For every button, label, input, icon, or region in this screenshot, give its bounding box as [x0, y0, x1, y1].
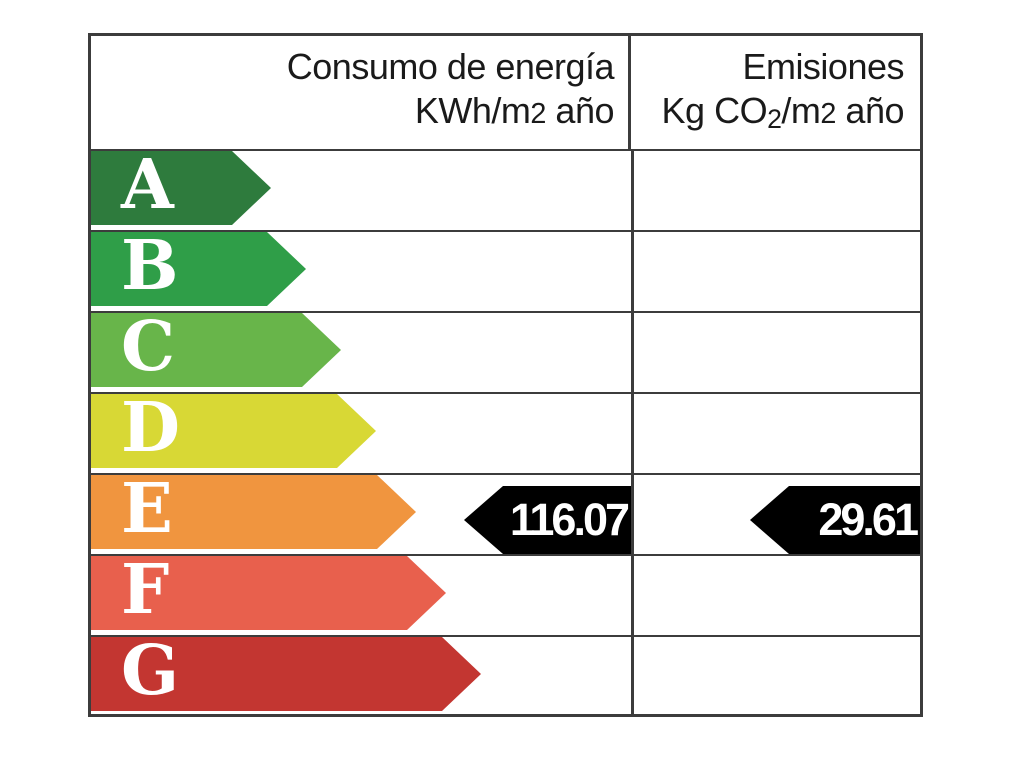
rating-band-g: G [91, 637, 481, 711]
rating-letter-g: G [121, 631, 180, 711]
header-consumo: Consumo de energía KWh/m2 año [91, 36, 631, 149]
rating-letter-b: B [121, 226, 179, 306]
consumo-value: 116.07 [509, 494, 630, 545]
emisiones-value-marker: 29.61 [750, 486, 920, 554]
rating-cell-d: D [91, 394, 634, 473]
rating-row-a: A [91, 151, 920, 232]
rating-letter-f: F [121, 550, 170, 630]
consumo-value-marker: 116.07 [464, 486, 631, 554]
emisiones-value: 29.61 [818, 494, 919, 545]
rating-cell-a: A [91, 151, 634, 230]
rating-row-d: D [91, 394, 920, 475]
rating-cell-g: G [91, 637, 634, 714]
emissions-cell-b [634, 232, 920, 311]
emissions-cell-f [634, 556, 920, 635]
header-consumo-line1: Consumo de energía [286, 46, 615, 87]
rating-cell-c: C [91, 313, 634, 392]
emissions-cell-c [634, 313, 920, 392]
rating-band-d: D [91, 394, 376, 468]
rating-row-e: E 116.07 29.61 [91, 475, 920, 556]
header-emisiones-line2: Kg CO2/m2 año [661, 90, 905, 134]
emissions-cell-g [634, 637, 920, 714]
emissions-cell-d [634, 394, 920, 473]
header-consumo-line2: KWh/m2 año [414, 90, 615, 131]
rating-letter-a: A [121, 145, 174, 225]
rating-band-e: E [91, 475, 416, 549]
rating-band-a: A [91, 151, 271, 225]
rating-row-b: B [91, 232, 920, 313]
rating-row-g: G [91, 637, 920, 714]
table-header: Consumo de energía KWh/m2 año Emisiones … [91, 36, 920, 151]
rating-letter-e: E [121, 469, 173, 549]
rating-band-c: C [91, 313, 341, 387]
emissions-cell-e: 29.61 [634, 475, 920, 554]
rating-cell-b: B [91, 232, 634, 311]
rating-row-c: C [91, 313, 920, 394]
emissions-cell-a [634, 151, 920, 230]
rating-cell-e: E 116.07 [91, 475, 634, 554]
rating-band-b: B [91, 232, 306, 306]
rating-letter-d: D [121, 388, 180, 468]
rating-band-f: F [91, 556, 446, 630]
rating-table: Consumo de energía KWh/m2 año Emisiones … [88, 33, 923, 717]
rating-row-f: F [91, 556, 920, 637]
header-emisiones: Emisiones Kg CO2/m2 año [631, 36, 917, 149]
header-emisiones-line1: Emisiones [742, 46, 904, 87]
rating-letter-c: C [121, 307, 176, 387]
rating-cell-f: F [91, 556, 634, 635]
